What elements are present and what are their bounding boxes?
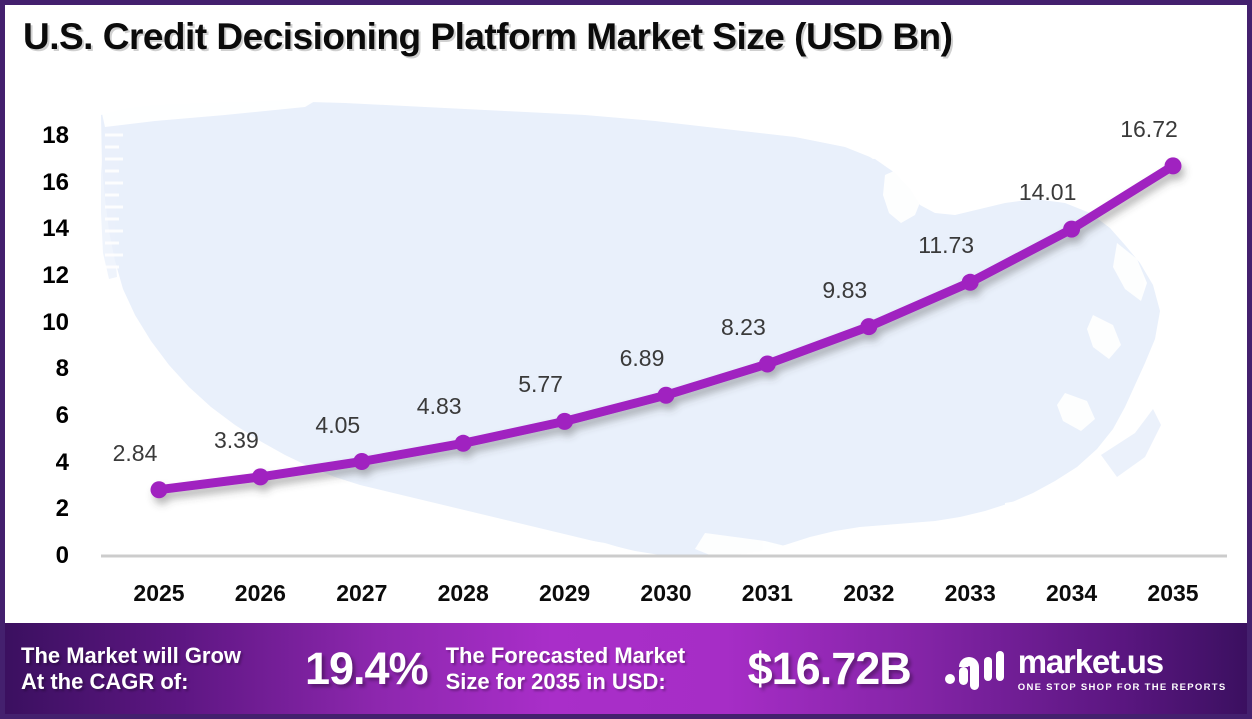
logo-tagline: ONE STOP SHOP FOR THE REPORTS — [1017, 681, 1227, 693]
x-axis-tick-label: 2027 — [336, 580, 388, 606]
data-point-marker[interactable] — [556, 412, 574, 430]
market-us-logo-icon — [944, 650, 1004, 690]
x-axis-tick-label: 2034 — [1046, 580, 1098, 606]
x-axis-tick-label: 2031 — [741, 580, 793, 606]
summary-banner: The Market will Grow At the CAGR of: 19.… — [5, 623, 1247, 714]
y-axis-tick-label: 0 — [55, 542, 69, 569]
y-axis-tick-label: 8 — [55, 355, 69, 383]
y-axis-tick-label: 12 — [42, 262, 69, 289]
x-axis-tick-label: 2028 — [437, 580, 489, 606]
cagr-caption-line2: At the CAGR of: — [21, 668, 189, 694]
y-axis-tick-label: 4 — [55, 448, 69, 476]
data-point-marker[interactable] — [657, 386, 675, 404]
x-axis-tick-label: 2030 — [640, 580, 692, 606]
data-point-marker[interactable] — [353, 453, 371, 470]
x-axis-tick-label: 2026 — [234, 580, 286, 606]
forecast-value: $16.72B — [747, 642, 912, 694]
chart-series-layer — [101, 157, 1227, 558]
y-axis-tick-label: 14 — [42, 215, 69, 243]
data-point-label: 11.73 — [918, 232, 975, 259]
data-point-marker[interactable] — [961, 273, 979, 291]
cagr-caption: The Market will Grow At the CAGR of: — [21, 643, 301, 694]
data-point-label: 4.05 — [315, 411, 361, 438]
y-axis-tick-label: 2 — [55, 495, 69, 523]
data-point-marker[interactable] — [1063, 220, 1081, 238]
x-axis-tick-label: 2035 — [1147, 580, 1199, 606]
x-axis-tick-label: 2025 — [133, 580, 185, 606]
y-axis-tick-label: 16 — [42, 168, 69, 196]
data-point-markers — [150, 157, 1182, 499]
data-point-label: 14.01 — [1018, 179, 1077, 206]
data-point-label: 6.89 — [619, 345, 665, 372]
x-axis-tick-label: 2029 — [539, 580, 591, 606]
market-us-logo[interactable]: market.us ONE STOP SHOP FOR THE REPORTS — [943, 645, 1227, 693]
data-point-marker[interactable] — [758, 355, 776, 373]
data-point-marker[interactable] — [1164, 157, 1182, 175]
data-point-label: 16.72 — [1120, 115, 1178, 142]
data-point-marker[interactable] — [150, 481, 168, 499]
y-axis-tick-label: 18 — [42, 122, 69, 149]
data-point-label: 2.84 — [112, 439, 158, 466]
data-point-marker[interactable] — [454, 434, 472, 452]
cagr-value: 19.4% — [305, 642, 429, 694]
x-axis-tick-label: 2033 — [944, 580, 996, 606]
y-axis-tick-label: 6 — [55, 402, 69, 429]
cagr-caption-line1: The Market will Grow — [21, 642, 242, 668]
forecast-caption-line1: The Forecasted Market — [445, 642, 686, 668]
market-size-line — [154, 161, 1178, 495]
data-point-label: 9.83 — [822, 276, 868, 303]
data-point-marker[interactable] — [860, 318, 878, 336]
data-point-marker[interactable] — [251, 468, 269, 486]
forecast-caption-line2: Size for 2035 in USD: — [445, 668, 666, 694]
us-map-background — [101, 89, 1165, 569]
chart-plot-area: 0 2 4 6 8 10 12 14 16 18 2025 2026 2027 2028 2029 2030… — [5, 63, 1247, 625]
forecast-caption: The Forecasted Market Size for 2035 in U… — [446, 643, 746, 694]
data-point-label: 8.23 — [721, 313, 766, 340]
market-us-logo-text: market.us ONE STOP SHOP FOR THE REPORTS — [1018, 645, 1227, 693]
logo-name: market.us — [1017, 642, 1164, 680]
data-point-label: 5.77 — [518, 371, 563, 398]
x-axis-tick-label: 2032 — [843, 580, 895, 606]
page-title: U.S. Credit Decisioning Platform Market … — [23, 16, 953, 57]
data-point-label: 3.39 — [214, 426, 259, 453]
y-axis-tick-label: 10 — [42, 308, 69, 336]
data-point-label: 4.83 — [416, 393, 462, 420]
